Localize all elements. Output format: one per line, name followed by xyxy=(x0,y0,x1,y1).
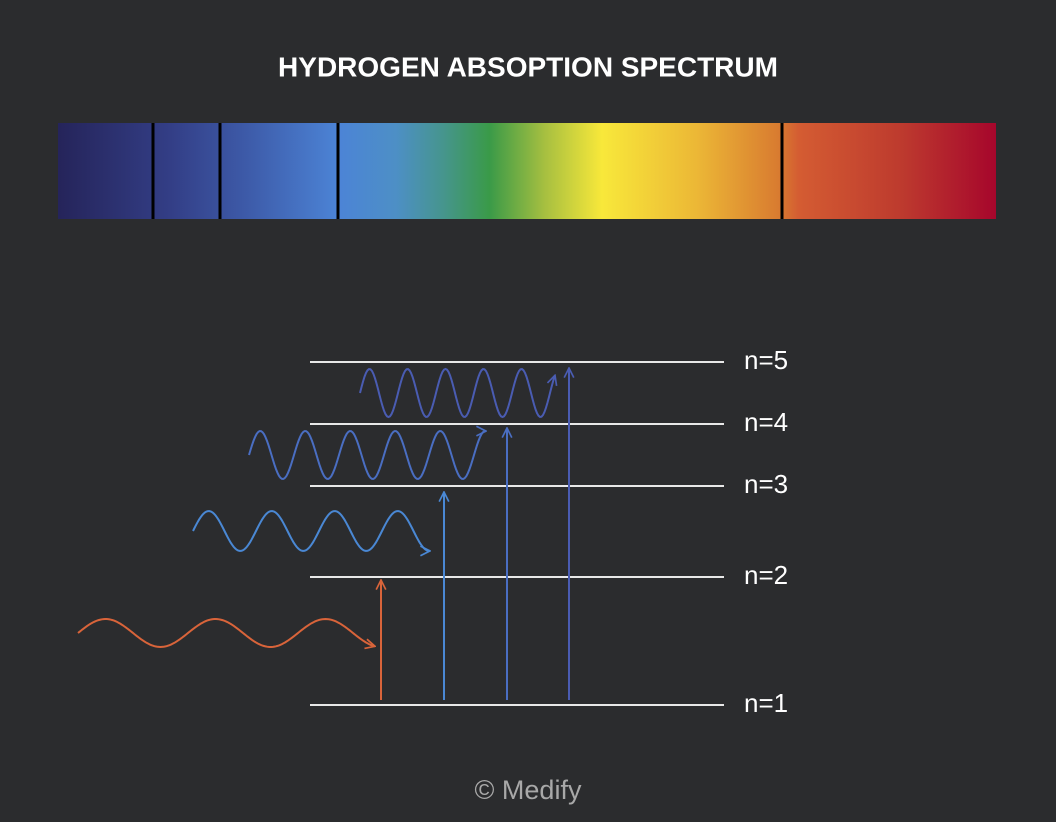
absorption-lines xyxy=(151,123,784,219)
transitions xyxy=(381,368,569,700)
photon-wave xyxy=(192,510,430,551)
spectrum xyxy=(58,123,996,219)
level-label: n=5 xyxy=(744,345,788,375)
energy-levels: n=5 n=4 n=3 n=2 n=1 xyxy=(310,345,788,718)
watermark: © Medify xyxy=(475,775,582,805)
level-label: n=1 xyxy=(744,688,788,718)
photon-wave xyxy=(77,617,375,647)
level-label: n=3 xyxy=(744,469,788,499)
title: HYDROGEN ABSOPTION SPECTRUM xyxy=(278,51,778,82)
photon-wave xyxy=(248,431,486,480)
photons xyxy=(77,367,555,647)
level-label: n=2 xyxy=(744,560,788,590)
level-label: n=4 xyxy=(744,407,788,437)
photon-wave xyxy=(359,367,555,419)
